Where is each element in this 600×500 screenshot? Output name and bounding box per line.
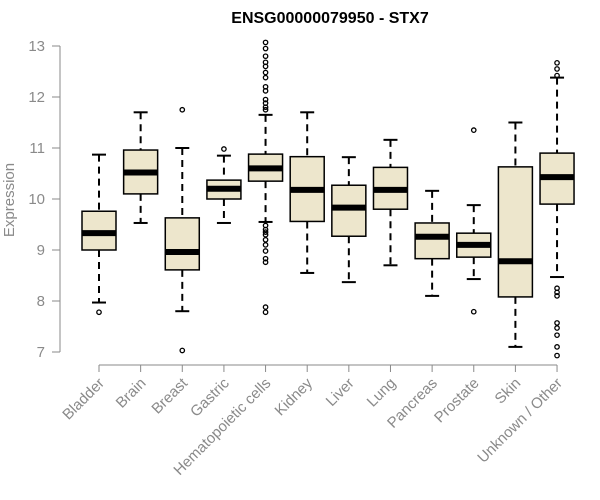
y-tick-label: 8 <box>37 293 45 310</box>
outlier-point <box>554 72 560 79</box>
iqr-box <box>164 217 201 271</box>
outlier-point <box>262 242 269 248</box>
outlier-point <box>554 352 560 359</box>
box-liver <box>331 156 367 284</box>
outlier-point <box>179 347 186 354</box>
outlier-point <box>554 332 560 339</box>
box-unknown-other <box>539 76 575 279</box>
outlier-point <box>262 53 269 60</box>
chart-title: ENSG00000079950 - STX7 <box>231 10 429 27</box>
x-axis <box>98 364 558 372</box>
outlier-point <box>554 320 560 326</box>
outlier-point <box>262 304 269 310</box>
iqr-box <box>414 222 450 260</box>
box-bladder <box>81 153 117 304</box>
outlier-point <box>554 344 560 350</box>
y-axis-label: Expression <box>1 163 18 237</box>
outlier-point <box>262 255 269 262</box>
outlier-point <box>262 229 269 235</box>
y-tick-label: 9 <box>37 242 45 259</box>
outlier-point <box>554 289 560 296</box>
outlier-point <box>221 146 227 152</box>
outlier-point <box>262 226 269 233</box>
box-hematopoietic-cells <box>247 113 284 223</box>
iqr-box <box>331 184 367 237</box>
box-lung <box>372 138 409 267</box>
outlier-point <box>262 231 269 238</box>
y-tick-label: 11 <box>29 140 45 157</box>
outlier-point <box>262 74 269 81</box>
y-tick-label: 13 <box>28 38 45 55</box>
outlier-point <box>262 259 269 266</box>
x-tick-label: Breast <box>148 374 191 417</box>
y-axis: 7 8 9 10 11 12 13 <box>28 38 61 361</box>
y-tick-label: 12 <box>28 89 45 106</box>
outlier-point <box>470 127 477 133</box>
x-tick-label: Kidney <box>272 374 317 419</box>
box-brain <box>122 111 159 224</box>
box-gastric <box>206 154 242 224</box>
box-pancreas <box>414 189 450 297</box>
box-prostate <box>456 204 492 281</box>
x-tick-label: Bladder <box>59 375 108 424</box>
outlier-point <box>262 63 269 70</box>
box-series <box>81 76 575 348</box>
x-tick-label: Skin <box>492 375 525 408</box>
outlier-point <box>470 308 477 315</box>
outlier-points <box>96 39 560 359</box>
outlier-point <box>554 66 560 72</box>
outlier-point <box>262 69 269 76</box>
x-tick-label: Lung <box>364 375 400 411</box>
outlier-point <box>262 39 269 46</box>
outlier-point <box>262 45 269 52</box>
y-tick-label: 10 <box>28 191 45 208</box>
x-tick-label: Liver <box>323 375 358 410</box>
outlier-point <box>554 59 560 66</box>
outlier-point <box>554 293 560 299</box>
box-breast <box>164 147 201 313</box>
iqr-box <box>497 166 534 298</box>
box-kidney <box>289 111 325 274</box>
outlier-point <box>262 309 269 316</box>
outlier-point <box>262 104 269 111</box>
x-tick-label: Brain <box>113 375 150 412</box>
y-tick-label: 7 <box>37 344 45 361</box>
outlier-point <box>179 106 186 113</box>
outlier-point <box>96 309 102 316</box>
outlier-point <box>262 248 269 254</box>
box-skin <box>497 121 534 348</box>
outlier-point <box>262 236 269 243</box>
outlier-point <box>262 106 269 113</box>
x-tick-label: Prostate <box>431 375 483 427</box>
outlier-point <box>262 96 269 103</box>
outlier-point <box>262 88 269 94</box>
outlier-point <box>554 325 560 331</box>
